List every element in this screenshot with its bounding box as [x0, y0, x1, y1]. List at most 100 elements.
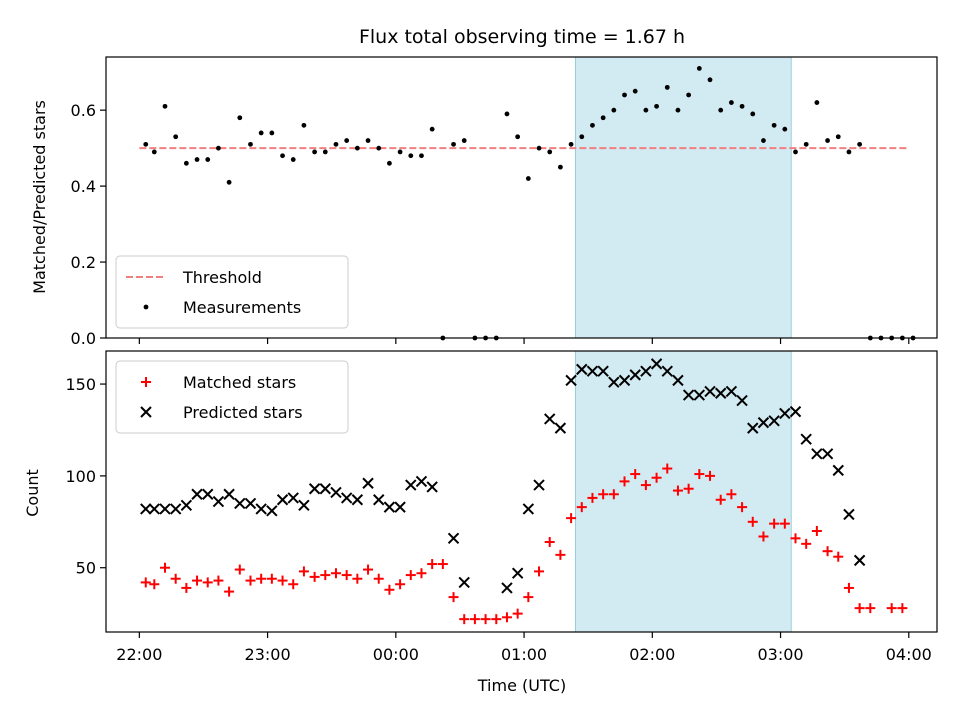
matched-star-point [651, 472, 662, 483]
predicted-star-point [789, 405, 802, 418]
matched-star-point [288, 579, 299, 590]
measurement-point [419, 153, 424, 159]
matched-star-point [587, 492, 598, 503]
measurement-point [761, 138, 766, 143]
measurement-point [322, 149, 328, 155]
measurement-point [258, 130, 264, 136]
measurement-point [739, 103, 745, 109]
matched-star-point [170, 573, 181, 584]
predicted-star-point [405, 479, 417, 491]
predicted-star-point [276, 494, 289, 506]
predicted-star-point [800, 433, 812, 445]
matched-star-point [363, 564, 374, 575]
matched-star-point [737, 502, 748, 513]
measurement-point [750, 111, 756, 117]
measurement-point [814, 100, 820, 105]
measurement-point [782, 126, 788, 132]
predicted-star-point [426, 481, 438, 493]
predicted-star-point [373, 494, 385, 506]
measurement-point [846, 149, 852, 155]
x-tick-label: 01:00 [501, 645, 547, 664]
bottom-y-axis-title: Count [23, 469, 42, 517]
y-tick-label: 0.2 [71, 253, 96, 272]
predicted-star-point [255, 503, 267, 515]
predicted-star-point [821, 448, 834, 460]
measurement-point [803, 141, 809, 147]
legend: Matched stars Predicted stars [115, 360, 349, 434]
measurement-point [686, 92, 692, 98]
legend-label: Predicted stars [183, 403, 303, 422]
predicted-star-point [736, 394, 748, 407]
y-tick-label: 0.4 [71, 177, 96, 196]
highlight-span [574, 350, 792, 633]
measurement-point [344, 138, 350, 143]
matched-star-point [833, 551, 844, 562]
matched-star-point [405, 570, 416, 581]
measurement-point [622, 92, 627, 98]
matched-star-point [619, 476, 630, 487]
legend-label: Matched stars [183, 373, 296, 392]
legend-box [115, 255, 349, 329]
predicted-star-point [330, 486, 342, 499]
predicted-star-point [298, 499, 310, 511]
plot-frame [105, 56, 938, 339]
matched-star-point [576, 502, 587, 513]
measurement-point [183, 160, 189, 166]
matched-star-point [320, 570, 331, 581]
matched-star-point [608, 489, 619, 500]
matched-star-point [437, 559, 448, 570]
predicted-star-point [340, 492, 353, 504]
predicted-star-point [140, 503, 152, 515]
matched-star-point [266, 573, 277, 584]
predicted-star-point [747, 422, 759, 434]
y-tick-label: 0.6 [71, 101, 96, 120]
legend-marker-dot [143, 304, 149, 310]
measurement-point [718, 107, 724, 113]
measurement-point [429, 126, 435, 132]
predicted-star-point [501, 582, 513, 594]
predicted-star-point [148, 503, 161, 515]
y-tick-label: 0.0 [71, 329, 96, 348]
matched-star-point [416, 568, 427, 579]
highlight-span [574, 56, 792, 339]
predicted-star-point [533, 479, 545, 491]
predicted-star-point [458, 576, 470, 589]
matched-star-point [630, 469, 641, 480]
measurement-point [151, 149, 157, 155]
x-tick-label: 04:00 [886, 645, 932, 664]
x-tick-label: 00:00 [373, 645, 419, 664]
predicted-star-point [618, 374, 631, 387]
predicted-star-point [832, 464, 844, 477]
measurement-point [600, 115, 606, 121]
measurement-point [707, 77, 713, 83]
matched-star-point [480, 614, 491, 625]
predicted-star-point [362, 477, 374, 489]
matched-star-point [384, 584, 395, 595]
measurement-point [365, 138, 371, 143]
measurement-point [312, 149, 318, 155]
matched-star-point [523, 592, 534, 603]
matched-star-point [140, 577, 151, 588]
matched-star-point [298, 566, 309, 577]
predicted-star-point [693, 389, 706, 401]
predicted-star-point [169, 503, 182, 515]
matched-star-point [427, 559, 438, 570]
matched-star-point [705, 470, 716, 481]
measurement-point [143, 141, 149, 147]
measurement-point [525, 176, 531, 181]
measurement-point [216, 145, 221, 151]
matched-star-point [790, 533, 801, 544]
predicted-star-point [544, 413, 556, 425]
predicted-star-point [383, 501, 396, 513]
matched-star-point [277, 575, 288, 586]
measurement-point [547, 149, 553, 155]
matched-star-point [683, 483, 694, 494]
measurement-point [301, 122, 307, 128]
predicted-star-point [308, 483, 321, 495]
matched-star-point [865, 603, 876, 614]
matched-star-point [672, 485, 683, 496]
measurement-point [194, 157, 200, 162]
x-tick-label: 03:00 [757, 645, 803, 664]
predicted-star-point [180, 499, 193, 511]
predicted-star-point [191, 488, 203, 500]
